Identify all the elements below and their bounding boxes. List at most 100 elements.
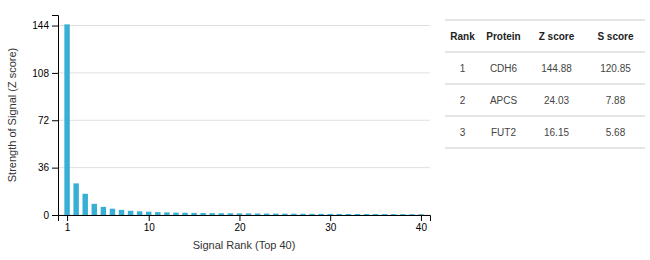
bar xyxy=(219,213,224,215)
y-axis-title: Strength of Signal (Z score) xyxy=(6,48,18,183)
table-cell: 7.88 xyxy=(606,95,626,106)
table-cell: 2 xyxy=(460,95,466,106)
grid-line xyxy=(58,72,430,73)
tick-label: 20 xyxy=(234,222,246,233)
bar xyxy=(73,183,78,215)
bar xyxy=(282,214,287,215)
bar xyxy=(364,214,369,215)
bar xyxy=(182,213,187,215)
tick-mark xyxy=(52,120,58,121)
bar xyxy=(210,213,215,215)
grid-line xyxy=(58,167,430,168)
tick: 1 xyxy=(65,215,71,233)
bar xyxy=(391,214,396,215)
table-header: Rank xyxy=(450,31,475,42)
bar xyxy=(128,211,133,215)
table-cell: CDH6 xyxy=(490,63,518,74)
table-cell: 16.15 xyxy=(544,127,569,138)
bar xyxy=(155,212,160,215)
tick-mark xyxy=(52,215,58,216)
bar xyxy=(191,213,196,215)
bar xyxy=(318,214,323,215)
table-header: S score xyxy=(597,31,634,42)
tick-label: 40 xyxy=(416,222,428,233)
bar xyxy=(64,24,69,215)
bar xyxy=(255,213,260,215)
x-axis-title: Signal Rank (Top 40) xyxy=(193,239,296,251)
chart: 1 10 20 30 40 0 36 72 108 144 Signal Rank (Top 40)… xyxy=(0,0,650,260)
table-cell: 5.68 xyxy=(606,127,626,138)
tick: 144 xyxy=(32,20,58,31)
tick-mark xyxy=(52,168,58,169)
table-header: Protein xyxy=(486,31,520,42)
bar xyxy=(200,213,205,215)
bar xyxy=(400,214,405,215)
bar xyxy=(101,207,106,215)
bar xyxy=(327,214,332,215)
tick-label: 108 xyxy=(32,68,49,79)
bar xyxy=(291,214,296,215)
tick: 20 xyxy=(234,215,246,233)
tick: 0 xyxy=(43,210,58,221)
bar xyxy=(337,214,342,215)
grid-line xyxy=(58,25,430,26)
tick-label: 10 xyxy=(144,222,156,233)
bar xyxy=(164,212,169,215)
bar xyxy=(273,214,278,215)
x-axis-line xyxy=(59,216,431,222)
bar xyxy=(228,213,233,215)
tick-label: 0 xyxy=(43,210,49,221)
table-divider xyxy=(445,84,645,85)
tick-mark xyxy=(421,215,422,221)
tick-mark xyxy=(52,73,58,74)
tick: 30 xyxy=(325,215,337,233)
table-cell: APCS xyxy=(490,95,518,106)
y-axis: 0 36 72 108 144 xyxy=(32,16,58,221)
table-cell: 3 xyxy=(460,127,466,138)
tick: 10 xyxy=(144,215,156,233)
bar xyxy=(373,214,378,215)
bar xyxy=(92,204,97,215)
tick-label: 36 xyxy=(38,162,50,173)
table-cell: 1 xyxy=(460,63,466,74)
bar xyxy=(309,214,314,215)
tick-mark xyxy=(67,215,68,221)
tick-mark xyxy=(239,215,240,221)
bar xyxy=(382,214,387,215)
bar xyxy=(409,214,414,215)
bar xyxy=(82,194,87,215)
bar xyxy=(246,213,251,215)
tick-mark xyxy=(52,26,58,27)
tick: 108 xyxy=(32,68,58,79)
tick-mark xyxy=(149,215,150,221)
bar xyxy=(173,213,178,215)
table-header: Z score xyxy=(539,31,575,42)
table-cell: 120.85 xyxy=(600,63,631,74)
bar xyxy=(146,212,151,215)
bar xyxy=(137,211,142,215)
x-axis: 1 10 20 30 40 xyxy=(59,215,431,233)
tick: 36 xyxy=(38,162,58,173)
bar xyxy=(237,213,242,215)
bar xyxy=(119,210,124,215)
bar xyxy=(355,214,360,215)
table: Rank Protein Z score S score 1 CDH6 144.88 120.… xyxy=(445,20,645,148)
table-cell: 144.88 xyxy=(541,63,572,74)
table-divider xyxy=(445,20,645,21)
bar xyxy=(346,214,351,215)
bars xyxy=(64,24,423,215)
bar xyxy=(110,209,115,215)
bar xyxy=(264,214,269,215)
tick-mark xyxy=(330,215,331,221)
table-divider xyxy=(445,116,645,117)
table-cell: FUT2 xyxy=(491,127,516,138)
tick-label: 1 xyxy=(65,222,71,233)
grid xyxy=(58,26,430,215)
bar xyxy=(300,214,305,215)
bar xyxy=(418,214,423,215)
tick-label: 144 xyxy=(32,20,49,31)
tick-label: 72 xyxy=(38,115,50,126)
y-axis-line xyxy=(52,16,59,216)
tick-label: 30 xyxy=(325,222,337,233)
tick: 72 xyxy=(38,115,58,126)
